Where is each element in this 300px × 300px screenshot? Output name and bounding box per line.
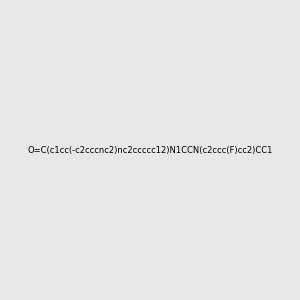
Text: O=C(c1cc(-c2cccnc2)nc2ccccc12)N1CCN(c2ccc(F)cc2)CC1: O=C(c1cc(-c2cccnc2)nc2ccccc12)N1CCN(c2cc… bbox=[27, 146, 273, 154]
